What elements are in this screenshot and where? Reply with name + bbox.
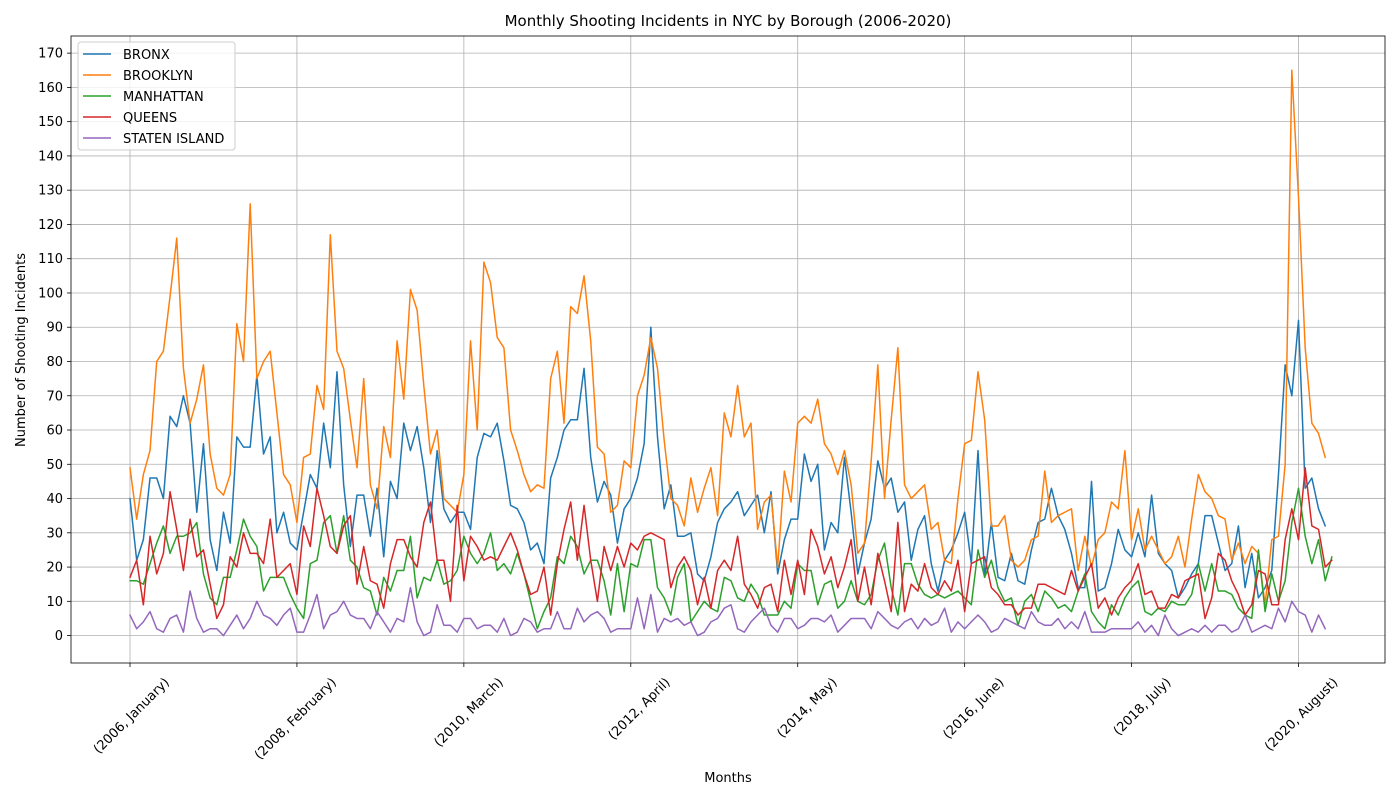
series-lines	[129, 69, 1333, 637]
y-axis-ticks: 0 10 20 30 40 50 60 70 80 90 100 110 120 130 140 150 160…	[38, 47, 71, 644]
series-line-bronx	[129, 319, 1326, 599]
y-tick-label: 0	[55, 629, 63, 644]
plot-frame	[70, 35, 1386, 664]
series-line-queens	[129, 466, 1333, 620]
series-line-manhattan	[129, 487, 1333, 630]
y-tick-label: 40	[46, 492, 63, 507]
y-tick-label: 80	[46, 355, 63, 370]
y-tick-label: 70	[46, 389, 63, 404]
legend-label-staten-island: STATEN ISLAND	[123, 132, 224, 147]
y-tick-label: 160	[38, 81, 63, 96]
legend: BRONX BROOKLYN MANHATTAN QUEENS STATEN ISLAN…	[77, 41, 236, 151]
series-line-staten-island	[129, 586, 1326, 637]
series-line-brooklyn	[129, 69, 1326, 606]
y-tick-label: 150	[38, 115, 63, 130]
y-tick-label: 50	[46, 458, 63, 473]
y-tick-label: 110	[38, 252, 63, 267]
legend-label-manhattan: MANHATTAN	[123, 90, 204, 105]
y-tick-label: 140	[38, 149, 63, 164]
y-tick-label: 10	[46, 595, 63, 610]
y-tick-label: 90	[46, 321, 63, 336]
x-axis-label: Months	[704, 771, 752, 786]
y-tick-label: 60	[46, 424, 63, 439]
y-tick-label: 100	[38, 286, 63, 301]
legend-label-bronx: BRONX	[123, 48, 170, 63]
y-tick-label: 170	[38, 47, 63, 62]
y-tick-label: 130	[38, 184, 63, 199]
legend-frame	[77, 41, 236, 151]
y-axis-label: Number of Shooting Incidents	[14, 253, 29, 447]
y-tick-label: 120	[38, 218, 63, 233]
legend-label-brooklyn: BROOKLYN	[123, 69, 193, 84]
legend-label-queens: QUEENS	[123, 111, 177, 126]
chart-title: Monthly Shooting Incidents in NYC by Bor…	[505, 12, 952, 30]
y-tick-label: 30	[46, 526, 63, 541]
y-tick-label: 20	[46, 561, 63, 576]
gridlines	[71, 36, 1385, 663]
